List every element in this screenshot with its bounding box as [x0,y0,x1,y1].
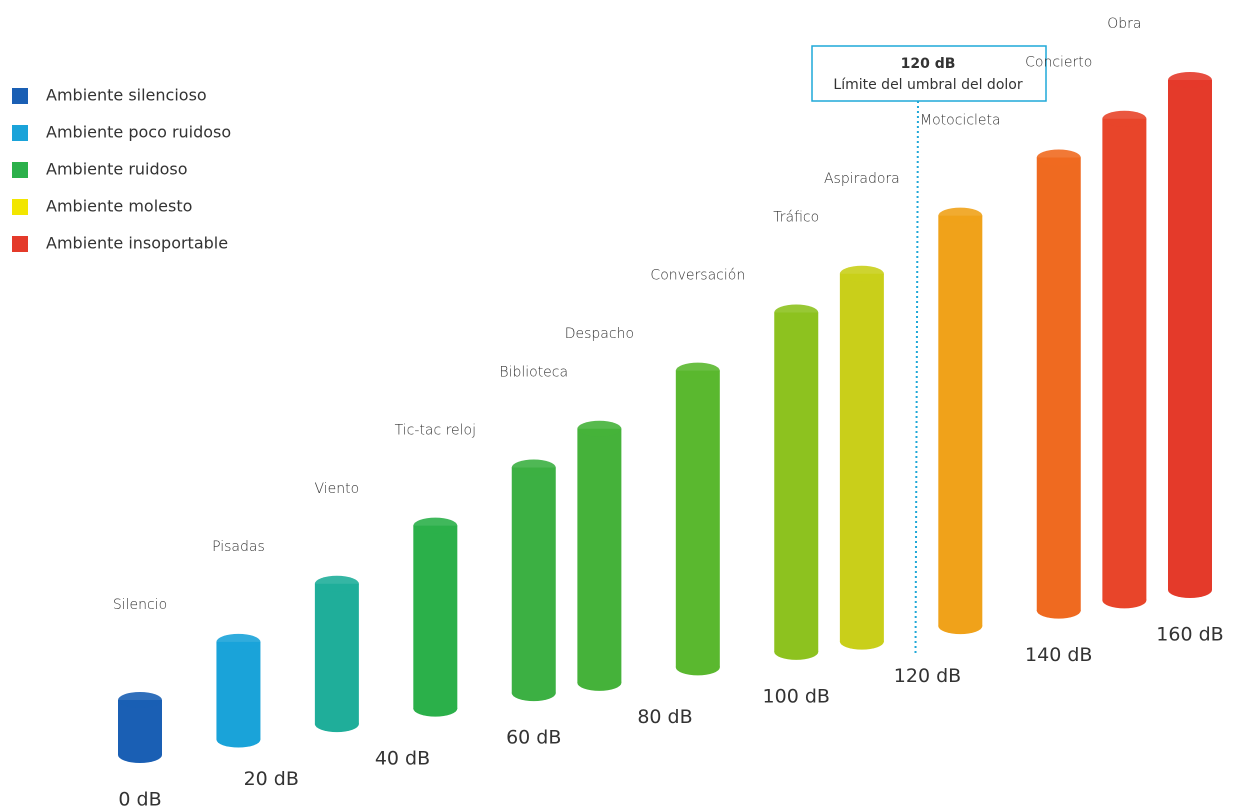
bar [938,215,983,627]
bar-cap [938,207,983,224]
category-label: Despacho [565,326,634,342]
bar [216,641,261,740]
category-label: Tráfico [773,210,819,226]
x-tick-label: 80 dB [637,706,692,728]
legend-swatch [12,199,28,215]
annotation-box [811,45,1047,102]
x-tick-label: 60 dB [506,727,561,749]
bar [577,428,622,683]
legend-label: Ambiente silencioso [46,86,207,105]
x-tick-label: 100 dB [763,685,830,707]
bar-cap [675,362,720,379]
category-label: Silencio [113,597,167,613]
category-label: Motocicleta [920,113,1001,129]
bar-cap [1036,149,1081,166]
legend-swatch [12,236,28,252]
legend-label: Ambiente insoportable [46,234,228,253]
x-tick-label: 0 dB [118,789,161,810]
bar [118,700,162,755]
bar-cap [511,459,556,476]
bar-cap [1168,72,1212,88]
x-tick-label: 140 dB [1025,644,1092,666]
category-label: Viento [315,481,360,497]
annotation-title: 120 dB [901,56,956,72]
bar-cap [839,265,884,282]
category-label: Pisadas [212,539,265,555]
category-label: Biblioteca [499,365,568,381]
bar [413,525,458,709]
category-label: Conversación [650,268,745,284]
legend-swatch [12,88,28,104]
annotation-line [914,100,919,655]
category-label: Obra [1107,16,1141,32]
bar [1036,157,1081,611]
bar [774,312,819,652]
bar-cap [413,517,458,534]
bar-cap [314,575,359,592]
x-tick-label: 160 dB [1156,624,1223,646]
category-label: Concierto [1025,55,1092,71]
bar-cap [577,420,622,437]
bar [511,467,556,694]
category-label: Tic-tac reloj [395,423,476,439]
x-tick-label: 120 dB [894,665,961,687]
x-tick-label: 40 dB [375,747,430,769]
bar [675,370,720,668]
legend-swatch [12,162,28,178]
bar [314,583,359,725]
bar [1102,118,1147,601]
bar-cap [1102,110,1147,127]
category-label: Aspiradora [824,171,900,187]
legend-label: Ambiente poco ruidoso [46,123,231,142]
bar-cap [774,304,819,321]
legend-label: Ambiente ruidoso [46,160,188,179]
legend-label: Ambiente molesto [46,197,192,216]
bar-cap [216,633,261,650]
bar [1168,80,1212,590]
bar-cap [118,692,162,708]
x-tick-label: 20 dB [244,768,299,790]
bar [839,273,884,642]
annotation-text: Límite del umbral del dolor [833,77,1022,93]
legend-swatch [12,125,28,141]
